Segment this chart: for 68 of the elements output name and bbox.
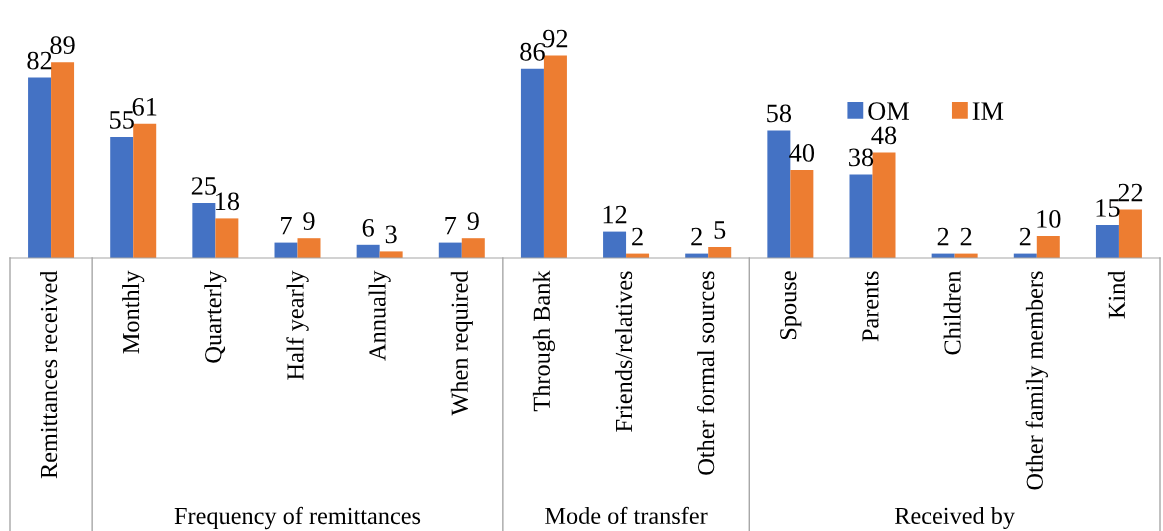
bar	[767, 130, 791, 258]
bar	[28, 77, 52, 258]
bar	[215, 218, 239, 258]
data-label: 5	[714, 221, 726, 239]
data-label: 48	[871, 126, 897, 145]
bar	[110, 137, 134, 258]
text: Received by	[894, 506, 1015, 530]
bar	[520, 68, 544, 258]
data-label: 55	[110, 111, 134, 129]
bar	[849, 174, 873, 258]
x-tick-label: Monthly	[122, 270, 145, 354]
x-tick-label: Through Bank	[532, 270, 555, 412]
x-tick-label: Parents	[862, 271, 879, 342]
data-label: 10	[1037, 210, 1061, 228]
data-label: 82	[27, 51, 52, 70]
x-tick-label: Annually	[368, 270, 391, 361]
data-label: 9	[303, 212, 315, 231]
bar	[356, 244, 380, 258]
data-label: 2	[632, 227, 643, 246]
data-label: 6	[362, 218, 374, 237]
bar	[51, 62, 75, 258]
data-label: 12	[603, 205, 627, 224]
x-tick-label: Kind	[1107, 270, 1126, 319]
bar	[297, 238, 321, 258]
x-tick-label: Other family members	[1025, 271, 1048, 490]
x-tick-label: Other formal sources	[696, 271, 715, 475]
bar	[379, 251, 403, 258]
x-tick-label: Children	[943, 270, 961, 355]
data-label: 15	[1096, 199, 1120, 217]
text: Mode of transfer	[545, 506, 708, 525]
data-label: 86	[520, 42, 545, 61]
data-label: 7	[281, 216, 292, 235]
data-label: 58	[767, 104, 792, 123]
bar	[192, 203, 216, 258]
legend-label: IM	[972, 102, 1004, 120]
bar	[461, 238, 485, 258]
data-label: 18	[215, 192, 240, 211]
x-tick-label: Half yearly	[286, 270, 309, 380]
bar	[1036, 236, 1060, 258]
data-label: 22	[1118, 183, 1143, 202]
data-label: 61	[132, 97, 157, 116]
bar	[1095, 225, 1119, 258]
data-label: 2	[1019, 227, 1031, 246]
data-label: 2	[691, 227, 702, 246]
bar	[1118, 209, 1142, 258]
x-tick-label: Spouse	[780, 271, 802, 340]
x-tick-label: Remittances received	[40, 270, 58, 479]
data-label: 9	[467, 212, 479, 231]
bar	[708, 247, 732, 258]
data-label: 3	[385, 225, 397, 244]
x-tick-label: Friends/relatives	[615, 271, 633, 432]
data-label: 92	[543, 29, 568, 48]
legend-label: OM	[868, 102, 909, 120]
x-tick-label: Quarterly	[204, 270, 227, 363]
bar	[790, 170, 814, 258]
text: Frequency of remittances	[174, 506, 421, 530]
bar	[603, 231, 627, 258]
bar	[438, 242, 462, 258]
data-label: 38	[849, 148, 874, 167]
bar	[872, 152, 896, 258]
x-tick-label: When required	[450, 270, 473, 416]
data-label: 2	[937, 227, 949, 246]
bar	[133, 123, 157, 258]
data-label: 7	[445, 216, 457, 235]
data-label: 2	[960, 227, 972, 246]
data-label: 89	[50, 36, 75, 55]
bar	[543, 55, 567, 258]
data-label: 25	[191, 177, 217, 195]
